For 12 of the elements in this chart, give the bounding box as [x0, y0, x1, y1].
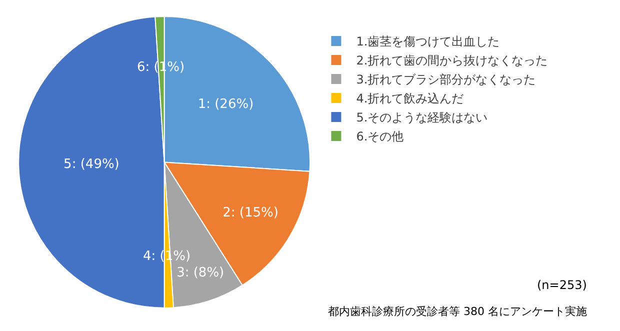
legend-label: 2.折れて歯の間から抜けなくなった [356, 54, 548, 68]
data-label: 5: (49%) [64, 156, 120, 172]
legend-label: 4.折れて飲み込んだ [356, 92, 464, 106]
legend-label: 1.歯茎を傷つけて出血した [356, 34, 500, 49]
legend-label: 5.そのような経験はない [356, 110, 488, 125]
data-label: 2: (15%) [222, 206, 278, 221]
legend-label: 6.その他 [356, 130, 404, 144]
text: (n=253) [537, 278, 587, 292]
data-label: 1: (26%) [198, 97, 254, 112]
data-label: 3: (8%) [176, 266, 224, 281]
legend-label: 3.折れてブラシ部分がなくなった [356, 72, 536, 87]
text: 都内歯科診療所の受診者等 380 名にアンケート実施 [328, 305, 587, 318]
